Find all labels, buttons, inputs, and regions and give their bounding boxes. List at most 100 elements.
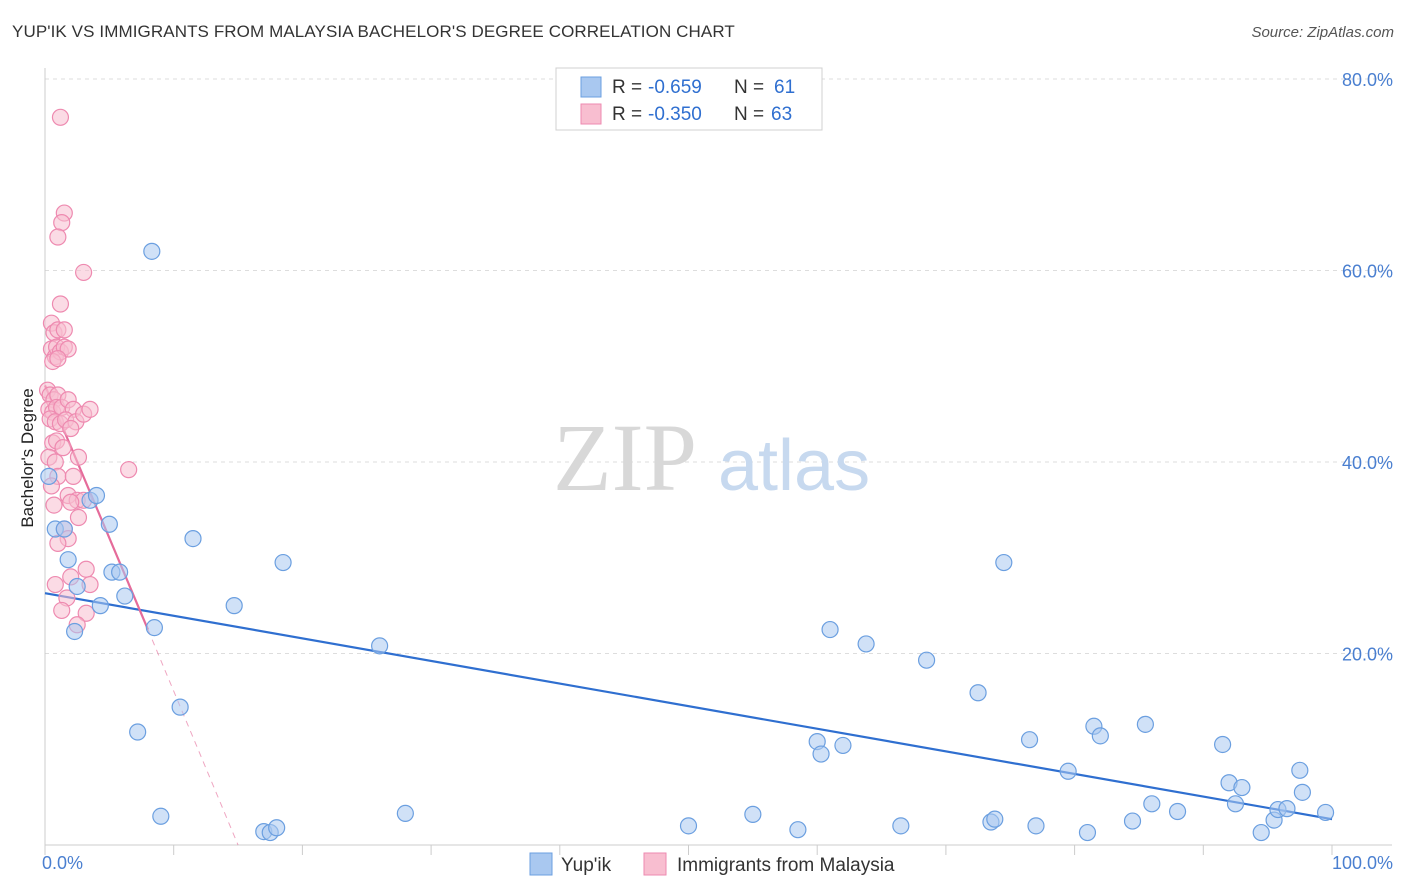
data-point (91, 597, 109, 615)
stats-legend: R = -0.659 N = 61 R = -0.350 N = 63 (555, 67, 823, 131)
data-point (1252, 823, 1270, 842)
trend-line-0 (44, 592, 1333, 821)
watermark: ZIP atlas (553, 404, 870, 511)
data-point (1078, 823, 1097, 842)
data-point (45, 496, 63, 514)
data-point (75, 263, 93, 282)
data-point (49, 349, 67, 368)
y-tick-label-1: 40.0% (1342, 453, 1393, 473)
data-point (184, 529, 202, 548)
data-point (1291, 761, 1309, 779)
data-point (46, 453, 64, 471)
x-tick-label-0: 0.0% (42, 853, 83, 873)
series-points-1 (38, 108, 138, 634)
data-points (38, 108, 1335, 842)
data-point (116, 587, 134, 605)
data-point (1226, 795, 1245, 813)
data-point (225, 597, 243, 615)
legend-swatch-yupik (580, 76, 602, 98)
data-point (1316, 803, 1335, 822)
legend-r-label-1: R = (612, 77, 642, 98)
source-credit: Source: ZipAtlas.com (1251, 24, 1394, 41)
data-point (1143, 795, 1161, 813)
y-tick-label-3: 80.0% (1342, 70, 1393, 90)
data-point (1123, 812, 1142, 830)
data-point (53, 601, 71, 620)
data-point (145, 619, 163, 637)
data-point (62, 419, 80, 438)
data-point (51, 108, 70, 126)
trend-line-dashed-1 (147, 629, 239, 846)
watermark-atlas: atlas (718, 426, 870, 506)
data-point (69, 508, 88, 527)
data-point (812, 745, 830, 763)
legend-n-value-2: 63 (771, 104, 792, 125)
legend-r-label-2: R = (612, 104, 642, 125)
data-point (100, 515, 118, 533)
data-point (1233, 778, 1251, 797)
data-point (55, 321, 73, 339)
legend-n-value-1: 61 (774, 77, 795, 98)
data-point (143, 242, 161, 260)
data-point (1020, 731, 1039, 749)
data-point (789, 821, 807, 839)
data-point (1136, 715, 1154, 733)
data-point (1091, 727, 1109, 745)
data-point (821, 620, 839, 639)
data-point (1168, 802, 1187, 821)
data-point (1214, 735, 1232, 754)
data-point (87, 486, 106, 505)
series-legend-label-malaysia: Immigrants from Malaysia (677, 855, 895, 876)
data-point (396, 804, 414, 823)
grid-lines (45, 78, 1392, 654)
series-legend-swatch-yupik (529, 852, 553, 876)
y-tick-label-2: 60.0% (1342, 262, 1393, 282)
data-point (120, 461, 138, 479)
data-point (64, 467, 82, 485)
data-point (834, 736, 852, 755)
data-point (679, 817, 698, 835)
data-point (268, 819, 286, 837)
y-tick-labels: 20.0% 40.0% 60.0% 80.0% (1342, 70, 1393, 665)
data-point (66, 622, 84, 641)
data-point (744, 805, 762, 823)
legend-r-value-2: -0.350 (648, 104, 702, 125)
legend-n-label-2: N = (734, 104, 764, 125)
data-point (969, 684, 987, 702)
watermark-zip: ZIP (553, 404, 697, 511)
data-point (995, 553, 1013, 572)
data-point (53, 214, 71, 232)
chart-title: YUP'IK VS IMMIGRANTS FROM MALAYSIA BACHE… (12, 22, 735, 41)
data-point (62, 493, 80, 511)
y-axis-label: Bachelor's Degree (18, 388, 37, 527)
data-point (1293, 783, 1311, 801)
series-legend: Yup'ik Immigrants from Malaysia (529, 852, 895, 876)
data-point (1059, 762, 1077, 780)
data-point (371, 637, 389, 655)
data-point (55, 520, 73, 538)
data-point (171, 698, 189, 716)
data-point (1278, 800, 1296, 818)
data-point (152, 807, 170, 825)
data-point (857, 635, 875, 653)
data-point (46, 575, 64, 594)
data-point (51, 295, 70, 313)
x-tick-label-1: 100.0% (1332, 853, 1393, 873)
series-legend-swatch-malaysia (643, 852, 667, 876)
series-points-0 (40, 242, 1335, 842)
data-point (40, 467, 58, 485)
data-point (77, 604, 95, 622)
data-point (274, 553, 292, 572)
data-point (68, 577, 86, 596)
data-point (1027, 817, 1045, 835)
legend-n-label-1: N = (734, 77, 764, 98)
series-legend-label-yupik: Yup'ik (561, 855, 612, 876)
data-point (917, 651, 936, 669)
data-point (77, 560, 95, 578)
data-point (69, 448, 88, 466)
data-point (49, 228, 67, 246)
data-point (986, 810, 1004, 828)
data-point (49, 534, 67, 552)
data-point (111, 563, 129, 581)
